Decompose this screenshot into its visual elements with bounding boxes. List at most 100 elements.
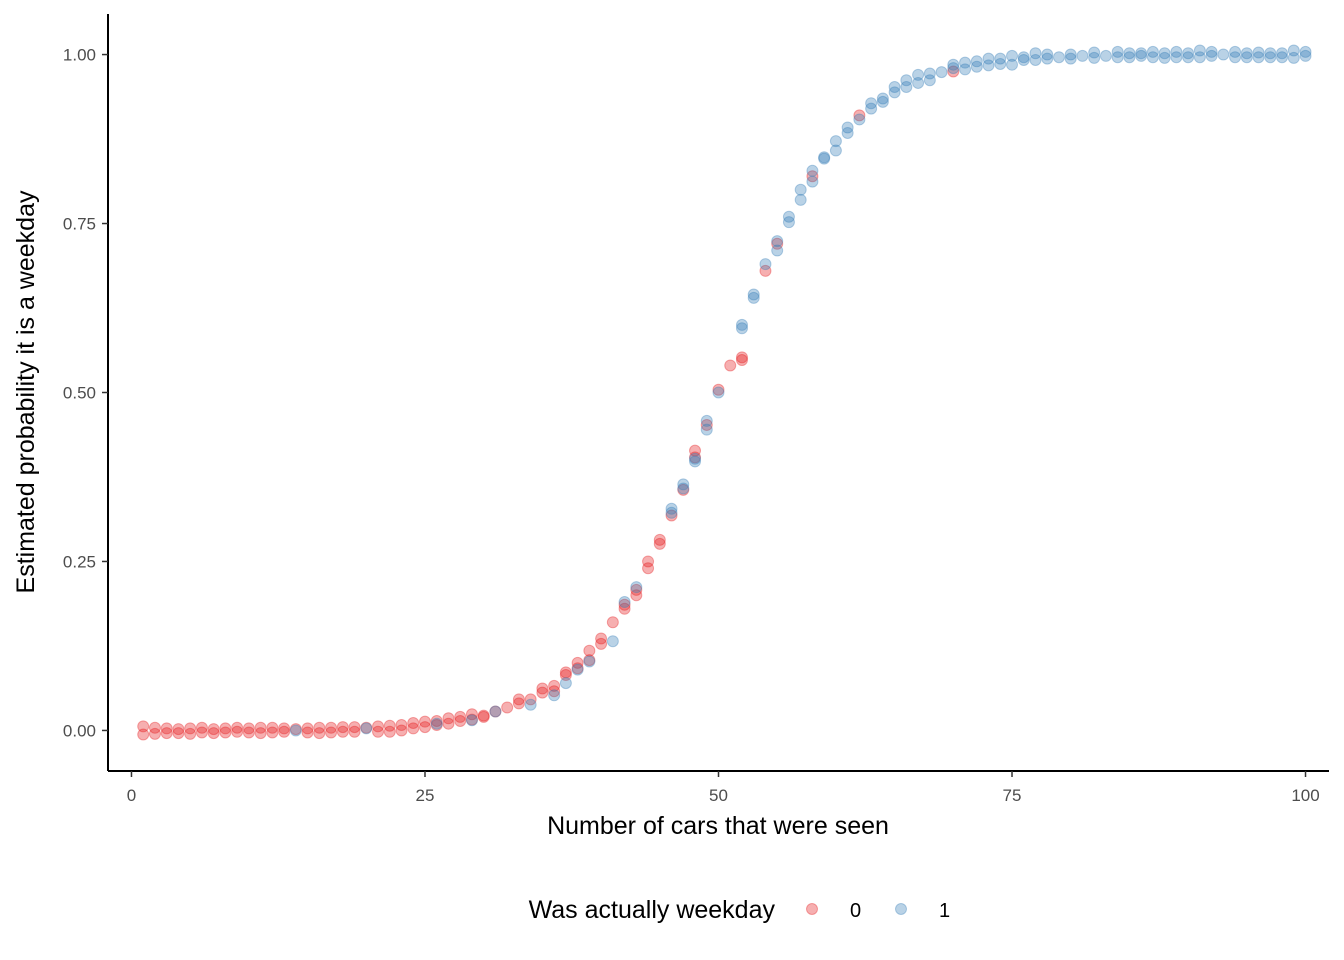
data-point-series-1 [1123,47,1136,60]
data-point-series-1 [1052,51,1065,64]
data-point-series-1 [677,478,690,491]
data-point-series-1 [923,74,936,87]
data-point-series-1 [900,81,913,93]
data-point-series-1 [430,717,443,730]
data-point-series-1 [1006,49,1019,62]
data-point-series-0 [465,713,478,726]
data-point-series-1 [1287,44,1300,57]
x-tick-label: 75 [1003,786,1022,805]
y-tick-label: 0.50 [63,384,96,403]
data-point-series-0 [501,701,514,714]
data-point-series-1 [700,414,713,427]
data-point-series-1 [1158,47,1171,60]
data-point-series-1 [689,452,702,465]
data-point-series-0 [759,264,772,277]
data-point-series-0 [712,383,725,396]
data-point-series-1 [806,175,819,188]
data-point-series-1 [1017,51,1030,64]
data-point-series-1 [818,151,831,164]
data-point-series-1 [583,655,596,668]
data-point-series-1 [794,193,807,206]
data-point-series-1 [1076,49,1089,62]
data-point-series-1 [1240,47,1253,60]
data-point-series-0 [172,727,185,740]
data-point-series-1 [982,52,995,65]
data-point-series-0 [606,616,619,629]
data-point-series-1 [700,423,713,436]
data-point-series-1 [1006,58,1019,71]
data-point-series-1 [947,62,960,75]
data-point-series-0 [653,537,666,550]
data-point-series-0 [853,109,866,122]
data-point-series-1 [524,698,537,711]
data-point-series-0 [442,717,455,730]
data-point-series-0 [278,722,291,735]
data-point-series-1 [1170,45,1183,58]
data-point-series-1 [982,59,995,72]
data-point-series-0 [360,721,373,734]
data-point-series-1 [771,235,784,248]
y-tick-label: 0.25 [63,552,96,571]
data-point-series-0 [395,719,408,732]
data-point-series-0 [254,727,267,740]
data-point-series-0 [242,726,255,739]
data-point-series-1 [489,705,502,718]
data-point-series-0 [231,721,244,734]
data-point-series-1 [465,714,478,727]
data-point-series-1 [571,663,584,676]
data-point-series-1 [1252,46,1265,59]
data-point-series-1 [548,689,561,702]
data-point-series-1 [1146,51,1159,64]
legend-key-1 [895,903,907,915]
data-point-series-0 [442,712,455,725]
data-point-series-1 [970,60,983,73]
data-point-series-1 [1299,49,1312,62]
data-point-series-1 [735,318,748,331]
data-point-series-1 [1252,51,1265,64]
data-point-series-1 [606,635,619,648]
data-point-series-1 [876,95,889,108]
data-point-series-0 [512,693,525,706]
data-point-series-0 [548,679,561,692]
data-point-series-0 [207,727,220,740]
data-point-series-1 [818,152,831,165]
data-point-series-1 [1041,48,1054,61]
data-point-series-1 [1229,51,1242,64]
data-point-series-1 [947,58,960,71]
data-point-series-0 [548,685,561,698]
data-point-series-0 [630,583,643,596]
data-point-series-1 [1240,51,1253,64]
data-point-series-0 [735,351,748,364]
x-tick-label: 25 [416,786,435,805]
data-point-series-0 [689,451,702,464]
data-point-series-1 [1146,45,1159,58]
data-point-series-0 [642,562,655,575]
data-point-series-1 [865,102,878,115]
y-tick-label: 0.00 [63,721,96,740]
data-point-series-1 [289,724,302,737]
data-point-series-1 [900,74,913,87]
data-point-series-1 [559,677,572,690]
data-point-series-0 [512,697,525,710]
data-point-series-0 [430,719,443,732]
data-point-series-1 [782,216,795,229]
data-point-series-1 [1029,53,1042,66]
data-point-series-0 [348,725,361,738]
data-point-series-0 [595,637,608,650]
data-point-series-0 [301,726,314,739]
data-point-series-0 [407,717,420,730]
data-point-series-1 [1182,51,1195,64]
data-point-series-0 [430,714,443,727]
data-point-series-0 [618,598,631,611]
data-point-series-0 [313,727,326,740]
data-point-series-1 [677,482,690,495]
data-point-series-0 [325,726,338,739]
data-point-series-0 [172,723,185,736]
data-point-series-1 [1111,51,1124,64]
data-point-series-1 [829,144,842,157]
data-point-series-0 [207,723,220,736]
data-point-series-0 [583,644,596,657]
data-point-series-1 [1276,51,1289,64]
data-point-series-1 [865,97,878,110]
